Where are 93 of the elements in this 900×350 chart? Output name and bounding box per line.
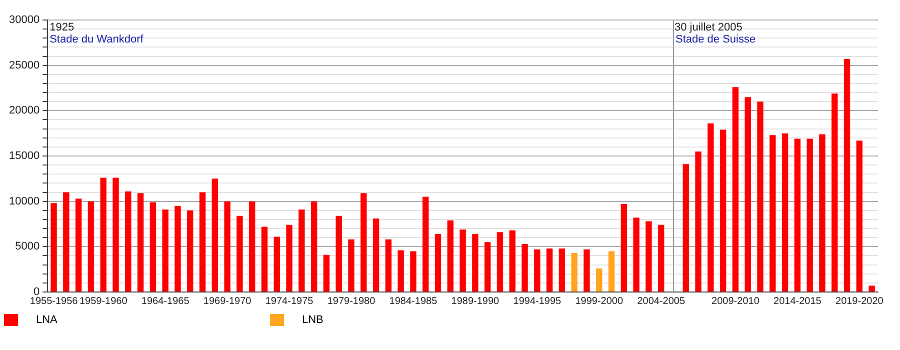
y-tick-label: 30000 <box>8 14 40 26</box>
bar <box>708 123 714 292</box>
x-tick-label: 1969-1970 <box>203 296 252 307</box>
x-tick-label: 1959-1960 <box>79 296 128 307</box>
x-tick-label: 1989-1990 <box>451 296 500 307</box>
x-tick-label: 2019-2020 <box>835 296 884 307</box>
bar <box>596 268 602 292</box>
x-tick-label: 1974-1975 <box>265 296 314 307</box>
bar <box>522 244 528 292</box>
x-tick-label: 1964-1965 <box>141 296 190 307</box>
bar <box>868 286 875 292</box>
y-tick-label: 10000 <box>8 195 40 208</box>
bar <box>633 218 640 292</box>
x-tick-label: 2009-2010 <box>712 296 760 307</box>
bar <box>248 201 256 292</box>
x-tick-label: 1984-1985 <box>389 296 438 307</box>
bar <box>372 218 380 292</box>
bar <box>770 135 776 292</box>
bar <box>844 58 850 292</box>
bar <box>658 224 664 292</box>
y-tick-label: 20000 <box>8 104 40 117</box>
bar <box>794 138 801 292</box>
bar <box>150 202 156 292</box>
bar <box>695 151 702 292</box>
x-tick-label: 1999-2000 <box>575 296 624 307</box>
bar <box>422 196 429 292</box>
bar <box>360 193 367 292</box>
bar <box>125 191 132 292</box>
bar <box>323 254 330 292</box>
bar <box>757 102 764 292</box>
bar <box>88 201 94 292</box>
bar <box>286 224 292 292</box>
bar <box>310 201 318 292</box>
bar <box>187 210 194 292</box>
bar <box>434 234 442 292</box>
bar <box>174 206 181 292</box>
bar <box>832 93 838 292</box>
x-tick-label: 1979-1980 <box>327 296 376 307</box>
y-tick-label: 5000 <box>15 240 40 253</box>
bar <box>199 192 206 292</box>
bar <box>50 203 57 292</box>
y-tick-label: 15000 <box>8 150 40 162</box>
annotation: Stade du Wankdorf <box>50 34 144 46</box>
bar <box>261 226 268 292</box>
bar <box>212 178 218 292</box>
bar <box>460 229 466 292</box>
bar <box>484 242 491 292</box>
bar <box>856 140 863 292</box>
bar <box>447 220 454 292</box>
bar <box>348 239 354 292</box>
bar <box>472 234 478 292</box>
bar <box>819 134 826 292</box>
bar <box>571 253 578 292</box>
x-tick-label: 2004-2005 <box>637 296 686 307</box>
bar <box>608 251 615 292</box>
bar <box>584 249 590 292</box>
bar <box>546 248 553 292</box>
x-tick-label: 1994-1995 <box>513 296 562 307</box>
bar <box>162 209 168 292</box>
bar <box>496 232 504 292</box>
bar <box>744 97 751 292</box>
legend-label: LNA <box>36 314 58 326</box>
bar <box>100 178 106 292</box>
bar <box>646 221 652 292</box>
y-tick-label: 25000 <box>8 59 40 72</box>
legend-label: LNB <box>302 314 324 326</box>
bar <box>398 250 404 292</box>
annotation: 1925 <box>50 22 74 34</box>
x-tick-label: 2014-2015 <box>774 296 822 307</box>
y-tick-label: 0 <box>33 286 40 298</box>
bar <box>336 216 342 292</box>
bar <box>137 193 144 292</box>
bar <box>75 198 82 292</box>
annotation: 30 juillet 2005 <box>674 22 742 34</box>
bar <box>236 216 243 292</box>
annotation: Stade de Suisse <box>675 34 756 46</box>
bar <box>720 130 726 292</box>
bar <box>224 201 230 292</box>
bar <box>112 178 119 292</box>
bar <box>385 239 392 292</box>
bar <box>682 164 689 292</box>
x-tick-label: 1955-1956 <box>30 296 78 307</box>
bar <box>620 204 628 292</box>
bar <box>732 87 739 292</box>
bar <box>534 249 540 292</box>
bar <box>63 192 70 292</box>
bar <box>782 133 788 292</box>
bar <box>806 138 813 292</box>
bar <box>558 248 566 292</box>
bar <box>509 230 516 292</box>
bar <box>298 209 305 292</box>
bar <box>410 251 416 292</box>
bar <box>274 236 280 292</box>
